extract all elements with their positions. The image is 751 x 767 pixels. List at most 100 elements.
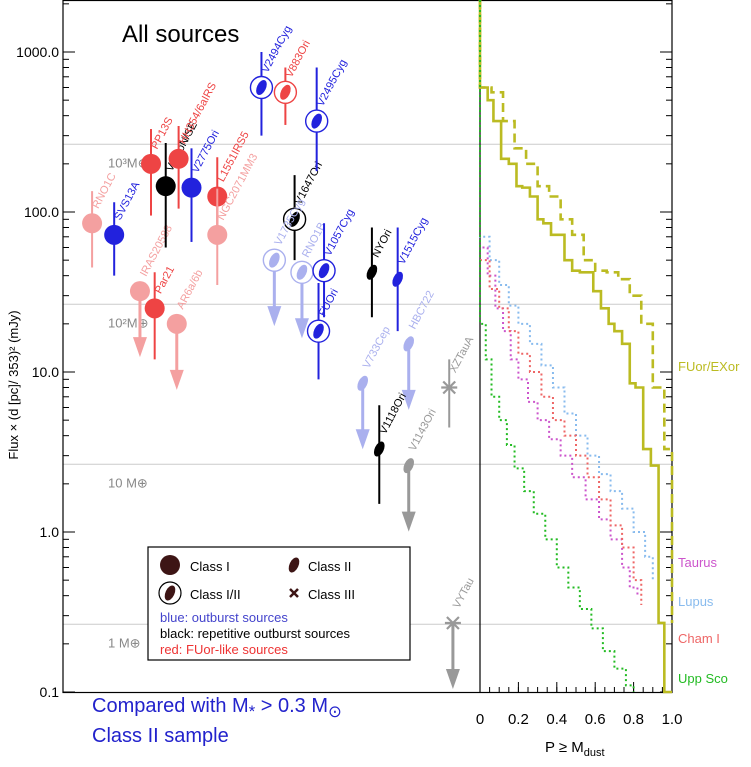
cdf-series xyxy=(478,0,672,694)
x-tick-label: 0 xyxy=(476,711,484,728)
class-i-ii-marker xyxy=(256,80,267,95)
source-label: V1515Cyg xyxy=(396,216,431,267)
legend-class-i-symbol xyxy=(160,555,180,575)
source-label: NYOri xyxy=(370,228,395,260)
upper-limit-arrow xyxy=(294,318,309,339)
class-i-marker xyxy=(155,176,176,197)
legend-color-key: blue: outburst sources xyxy=(160,610,288,625)
source-label: V883Ori xyxy=(283,38,313,79)
legend-class-i-label: Class I xyxy=(190,559,230,574)
comparison-note-line1: Compared with M* > 0.3 M⊙ xyxy=(92,695,342,721)
upper-limit-arrow xyxy=(267,306,282,327)
mass-line-label: 1 M⊕ xyxy=(108,635,141,650)
upper-limit-arrow xyxy=(445,668,460,689)
data-point: NGC2071MM3 xyxy=(207,152,260,285)
upper-limit-arrow xyxy=(132,337,147,358)
source-label: V1118Ori xyxy=(377,391,409,436)
cdf-series xyxy=(479,0,654,581)
class-i-marker xyxy=(141,153,161,174)
data-point: Par21 xyxy=(144,264,177,360)
mass-line-label: 10²M⊕ xyxy=(108,315,149,330)
y-axis-label: Flux × (d [pc]/ 353)² (mJy) xyxy=(6,310,21,459)
x-tick-label: 1.0 xyxy=(662,711,683,728)
class-iii-marker xyxy=(441,380,458,395)
chart-title: All sources xyxy=(122,21,239,48)
legend-class-iii-symbol xyxy=(289,588,299,598)
x-tick-label: 0.8 xyxy=(623,711,644,728)
source-label: V733Cep xyxy=(361,325,393,371)
class-i-marker xyxy=(82,213,103,234)
class-i-marker xyxy=(168,148,189,169)
legend-box xyxy=(147,546,411,661)
mass-line-label: 10³M⊕ xyxy=(108,155,149,170)
data-point: HBC722 xyxy=(401,289,437,410)
cdf-x-axis-label: P ≥ Mdust xyxy=(545,739,605,759)
y-tick-label: 0.1 xyxy=(40,684,60,700)
cdf-series xyxy=(479,0,639,596)
x-tick-label: 0.6 xyxy=(585,711,606,728)
source-label: VYTau xyxy=(451,576,477,610)
data-point: VYTau xyxy=(444,576,477,689)
class-i-marker xyxy=(104,224,125,245)
upper-limit-arrow xyxy=(169,369,184,390)
class-ii-marker xyxy=(366,264,378,280)
comparison-note-line2: Class II sample xyxy=(92,725,229,747)
class-i-ii-marker xyxy=(313,323,324,339)
plot-frame xyxy=(62,0,673,694)
class-i-ii-marker xyxy=(296,264,308,280)
legend-color-key: black: repetitive outburst sources xyxy=(160,626,351,641)
cdf-series-label: Upp Sco xyxy=(678,671,728,686)
data-point: NYOri xyxy=(366,227,395,318)
class-i-marker xyxy=(181,177,202,198)
class-i-ii-marker xyxy=(269,252,280,268)
source-label: V2495Cyg xyxy=(315,58,350,109)
data-point: V1143Ori xyxy=(401,407,439,532)
cdf-series-label: Taurus xyxy=(678,555,718,570)
data-point: XZTauA xyxy=(441,334,477,428)
class-i-marker xyxy=(166,313,187,334)
cdf-series xyxy=(479,0,635,692)
cdf-series xyxy=(479,0,643,605)
class-i-ii-marker xyxy=(280,84,291,100)
data-point: V2495Cyg xyxy=(304,58,350,172)
legend-color-key: red: FUor-like sources xyxy=(160,642,288,657)
source-label: HBC722 xyxy=(407,289,437,331)
x-tick-label: 0.4 xyxy=(546,711,567,728)
axes: 1000.0 100.0 10.0 1.0 0.1 0 0.2 0.4 0.6 0.8 1.0 P ≥… xyxy=(16,0,682,759)
class-i-ii-marker xyxy=(311,113,322,129)
source-label: SVS13A xyxy=(112,179,142,222)
upper-limit-arrow xyxy=(355,429,370,450)
legend-class-i-ii-symbol xyxy=(164,585,176,601)
source-label: PP13S xyxy=(149,115,176,151)
class-ii-marker xyxy=(403,458,415,474)
class-ii-marker xyxy=(373,441,385,457)
y-tick-label: 100.0 xyxy=(24,204,59,220)
cdf-series-label: FUor/EXor xyxy=(678,359,740,374)
source-label: V1057Cyg xyxy=(322,207,357,258)
upper-limit-arrow xyxy=(401,511,416,532)
data-point: V2494Cyg xyxy=(249,24,294,136)
cdf-series-label: Lupus xyxy=(678,594,714,609)
x-tick-label: 0.2 xyxy=(508,711,529,728)
class-i-ii-marker xyxy=(318,263,330,279)
upper-limit-arrow xyxy=(401,389,416,410)
data-point: FUOri xyxy=(306,282,341,380)
class-ii-marker xyxy=(403,336,415,352)
data-point: V1118Ori xyxy=(373,391,409,504)
y-tick-label: 1.0 xyxy=(40,524,60,540)
class-iii-marker xyxy=(444,616,461,630)
legend-class-i-ii-label: Class I/II xyxy=(190,587,241,602)
data-point: SVS13A xyxy=(104,179,143,276)
class-i-marker xyxy=(207,224,228,245)
class-i-marker xyxy=(144,298,165,319)
cdf-series-label: Cham I xyxy=(678,631,720,646)
source-label: V1143Ori xyxy=(407,407,439,453)
comparison-note: Compared with M* > 0.3 M⊙ Class II sampl… xyxy=(92,694,342,748)
y-tick-label: 10.0 xyxy=(32,364,59,380)
legend-class-iii-label: Class III xyxy=(308,587,355,602)
source-label: Par21 xyxy=(153,264,177,296)
legend: Class I Class II Class I/II Class III blue: … xyxy=(147,546,411,661)
legend-class-ii-symbol xyxy=(288,557,300,573)
